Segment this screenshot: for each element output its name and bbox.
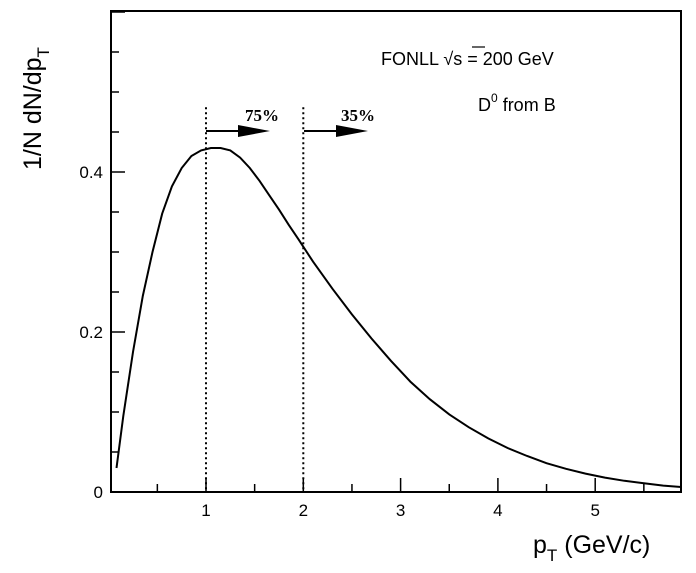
x-tick-label: 1 [201, 501, 210, 520]
cut-lines [205, 107, 305, 492]
x-tick-label: 3 [396, 501, 405, 520]
x-tick-label: 2 [299, 501, 308, 520]
x-axis-title-unit: (GeV/c) [557, 531, 650, 559]
d0-superscript: 0 [491, 91, 498, 105]
sqrt-symbol: √ [443, 49, 453, 69]
y-axis-title: 1/N dN/dpT [19, 47, 53, 170]
d0-suffix: from B [498, 95, 556, 115]
x-axis-title-main: p [533, 531, 547, 559]
d0-main: D [478, 95, 491, 115]
series-line [115, 147, 681, 489]
y-axis: 0 0.2 0.4 [79, 11, 125, 502]
x-tick-label: 5 [590, 501, 599, 520]
x-axis-title-sub: T [547, 546, 557, 565]
fonll-prefix: FONLL [381, 49, 443, 69]
arrow-35 [304, 125, 368, 137]
pct-75-label: 75% [245, 106, 279, 125]
d0-label: D0 from B [478, 91, 556, 115]
x-tick-label: 4 [493, 501, 502, 520]
plot-frame [110, 10, 682, 493]
pct-35-label: 35% [341, 106, 375, 125]
fonll-label: FONLL √s = 200 GeV [381, 49, 554, 69]
y-axis-title-sub: T [34, 47, 53, 57]
y-axis-title-main: 1/N dN/dp [19, 57, 47, 170]
fonll-suffix: s = 200 GeV [453, 49, 554, 69]
y-tick-label: 0.2 [79, 323, 103, 342]
x-axis: 1 2 3 4 5 [156, 478, 645, 520]
y-tick-label: 0 [94, 483, 103, 502]
x-axis-title: pT (GeV/c) [533, 531, 650, 565]
y-tick-label: 0.4 [79, 163, 103, 182]
arrow-75 [206, 125, 270, 137]
